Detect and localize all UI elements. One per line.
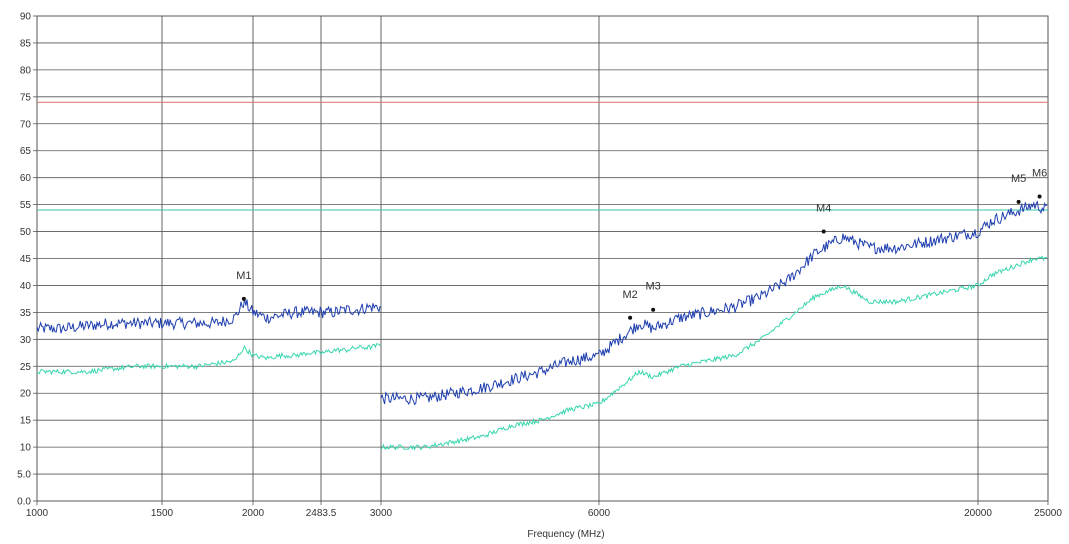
y-tick-label: 70 — [20, 119, 32, 130]
marker-label: M5 — [1011, 173, 1026, 185]
x-tick-label: 2000 — [242, 508, 265, 519]
y-tick-label: 45 — [20, 254, 32, 265]
x-tick-label: 20000 — [964, 508, 992, 519]
marker-label: M3 — [646, 281, 661, 293]
y-tick-label: 60 — [20, 173, 32, 184]
y-tick-label: 10 — [20, 443, 32, 454]
x-axis-title: Frequency (MHz) — [527, 529, 604, 540]
x-tick-label: 1000 — [26, 508, 49, 519]
y-tick-label: 5.0 — [17, 470, 31, 481]
marker-point — [1037, 194, 1042, 199]
series-line-0 — [36, 297, 381, 334]
series-line-1 — [380, 200, 1048, 406]
marker-label: M4 — [816, 203, 831, 215]
y-tick-label: 30 — [20, 335, 32, 346]
marker-label: M1 — [236, 270, 251, 282]
y-tick-label: 25 — [20, 362, 32, 373]
marker-point — [651, 307, 656, 312]
y-tick-label: 50 — [20, 227, 32, 238]
series-line-2 — [36, 343, 381, 376]
marker-point — [821, 229, 826, 234]
y-tick-label: 20 — [20, 389, 32, 400]
y-tick-label: 90 — [20, 12, 32, 23]
y-tick-label: 80 — [20, 65, 32, 76]
y-tick-label: 75 — [20, 92, 32, 103]
marker-point — [1016, 199, 1021, 204]
x-tick-label: 3000 — [370, 508, 393, 519]
marker-label: M2 — [622, 289, 637, 301]
marker-point — [241, 296, 246, 301]
y-tick-label: 0.0 — [17, 497, 31, 508]
y-tick-label: 55 — [20, 200, 32, 211]
marker-point — [628, 315, 633, 320]
y-tick-label: 15 — [20, 416, 32, 427]
x-tick-label: 25000 — [1034, 508, 1062, 519]
x-tick-label: 1500 — [151, 508, 174, 519]
x-tick-label: 6000 — [588, 508, 611, 519]
x-tick-label: 2483.5 — [306, 508, 337, 519]
series-line-3 — [380, 255, 1048, 451]
marker-label: M6 — [1032, 168, 1047, 180]
y-tick-label: 65 — [20, 146, 32, 157]
y-tick-label: 40 — [20, 281, 32, 292]
y-tick-label: 35 — [20, 308, 32, 319]
y-tick-label: 85 — [20, 38, 32, 49]
